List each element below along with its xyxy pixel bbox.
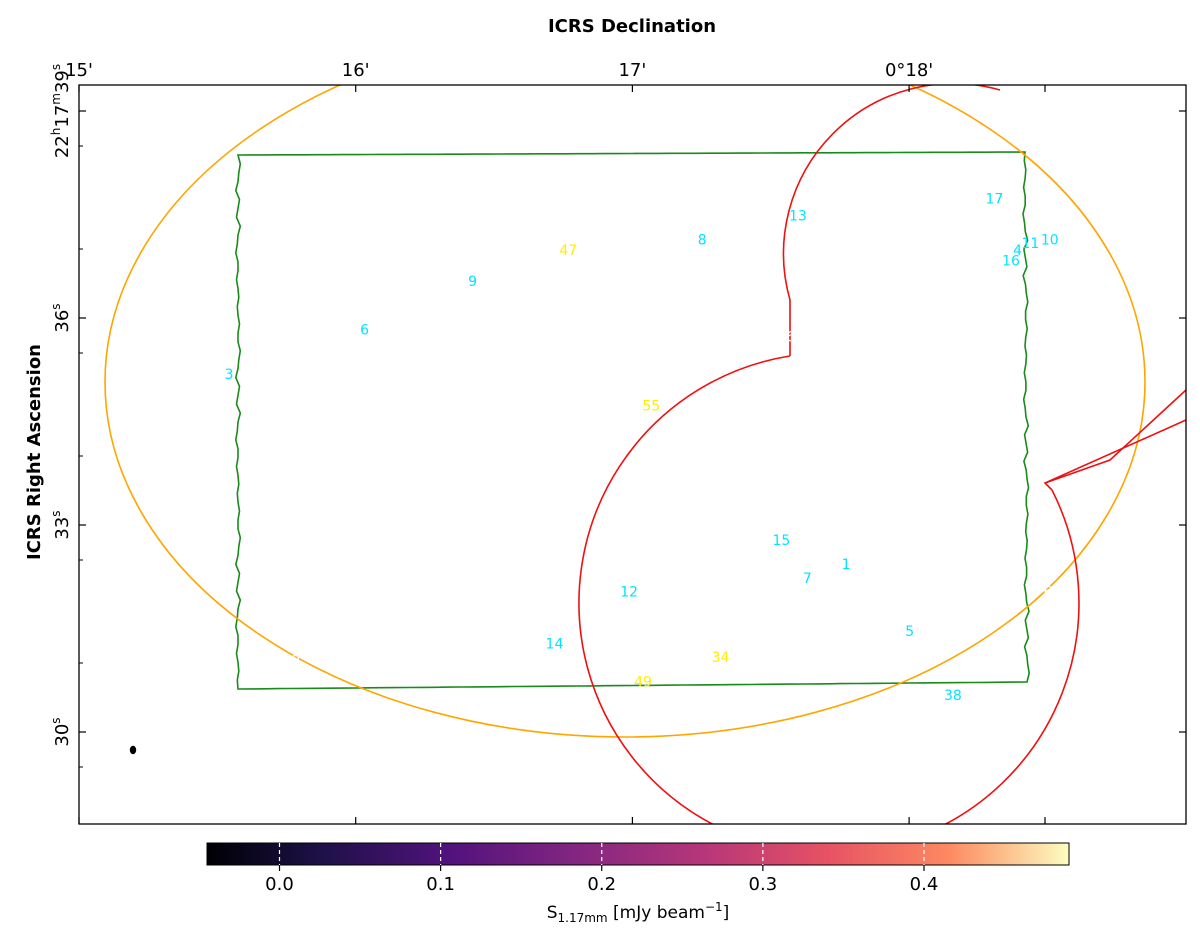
- source-label-13: 13: [789, 209, 807, 225]
- source-label-44: 44: [919, 167, 937, 183]
- source-label-3: 3: [225, 367, 234, 383]
- inner-coverage-contour: [234, 151, 1031, 690]
- source-label-46: 46: [900, 412, 918, 428]
- source-label-42: 42: [283, 654, 301, 670]
- top-tick-label: 15': [65, 60, 93, 81]
- source-label-15: 15: [772, 533, 790, 549]
- source-label-11: 11: [1021, 236, 1039, 252]
- source-label-40: 40: [474, 781, 492, 797]
- source-label-5: 5: [905, 624, 914, 640]
- orange-field-ellipse: [104, 85, 1146, 738]
- source-label-1: 1: [842, 557, 851, 573]
- colorbar-tick-label: 0.0: [265, 874, 294, 895]
- colorbar-tick-label: 0.4: [910, 874, 939, 895]
- top-tick-label: 0°18': [885, 60, 933, 81]
- colorbar-ticks: 0.0 0.1 0.2 0.3 0.4: [265, 843, 938, 895]
- red-region: [578, 85, 1186, 824]
- source-label-6: 6: [360, 322, 369, 338]
- source-label-63: 63: [449, 395, 467, 411]
- source-label-64: 64: [684, 623, 702, 639]
- source-label-49: 49: [634, 674, 652, 690]
- top-tick-label: 16': [342, 60, 370, 81]
- left-axis-ticks: 22h17m39s 36s 33s 30s: [49, 64, 1186, 768]
- source-label-34: 34: [712, 650, 730, 666]
- left-tick-label: 22h17m39s: [49, 64, 73, 158]
- top-axis-ticks: 15' 16' 17' 0°18': [65, 60, 1046, 824]
- source-label-50: 50: [642, 215, 660, 231]
- source-label-39: 39: [1066, 409, 1084, 425]
- left-tick-label: 33s: [49, 510, 73, 539]
- source-label-17: 17: [986, 191, 1004, 207]
- source-label-58: 58: [941, 243, 959, 259]
- left-axis-title: ICRS Right Ascension: [24, 344, 45, 560]
- source-label-61: 61: [1044, 585, 1062, 601]
- source-label-48: 48: [961, 540, 979, 556]
- source-label-51: 51: [330, 747, 348, 763]
- source-label-12: 12: [620, 585, 638, 601]
- source-label-8: 8: [698, 233, 707, 249]
- colorbar-label: S1.17mm [mJy beam−1]: [547, 900, 730, 925]
- source-label-54: 54: [421, 198, 439, 214]
- colorbar-tick-label: 0.2: [587, 874, 616, 895]
- plot-area: [79, 85, 1186, 824]
- source-label-33: 33: [1016, 119, 1034, 135]
- source-label-7: 7: [803, 571, 812, 587]
- source-label-16: 16: [1002, 253, 1020, 269]
- colorbar-tick-label: 0.3: [749, 874, 778, 895]
- source-label-52: 52: [806, 695, 824, 711]
- source-label-10: 10: [1041, 233, 1059, 249]
- source-label-41: 41: [842, 595, 860, 611]
- source-label-36: 36: [277, 126, 295, 142]
- source-label-20: 20: [526, 409, 544, 425]
- source-label-56: 56: [897, 705, 915, 721]
- source-label-62: 62: [878, 291, 896, 307]
- source-label-60: 60: [786, 329, 804, 345]
- source-label-37: 37: [712, 743, 730, 759]
- source-label-38: 38: [944, 688, 962, 704]
- source-label-53: 53: [642, 467, 660, 483]
- source-label-35: 35: [1080, 685, 1098, 701]
- left-tick-label: 30s: [49, 717, 73, 746]
- beam-ellipse: [129, 745, 137, 755]
- colorbar: 0.0 0.1 0.2 0.3 0.4 S1.17mm [mJy beam−1]: [206, 842, 1070, 925]
- source-label-4: 4: [1013, 243, 1022, 259]
- source-label-28: 28: [775, 550, 793, 566]
- source-label-43: 43: [775, 581, 793, 597]
- left-tick-label: 36s: [49, 303, 73, 332]
- source-label-55: 55: [642, 398, 660, 414]
- colorbar-gradient: [206, 842, 1070, 866]
- source-label-47: 47: [559, 243, 577, 259]
- source-label-14: 14: [546, 636, 564, 652]
- source-labels: 1234567891011121314151617182021283334353…: [191, 119, 1097, 797]
- source-label-57: 57: [191, 374, 209, 390]
- source-label-18: 18: [214, 574, 232, 590]
- source-label-2: 2: [808, 304, 817, 320]
- top-tick-label: 17': [618, 60, 646, 81]
- source-label-45: 45: [208, 467, 226, 483]
- colorbar-tick-label: 0.1: [426, 874, 455, 895]
- top-axis-title: ICRS Declination: [548, 16, 716, 37]
- source-label-9: 9: [468, 274, 477, 290]
- source-label-21: 21: [736, 519, 754, 535]
- source-label-59: 59: [642, 633, 660, 649]
